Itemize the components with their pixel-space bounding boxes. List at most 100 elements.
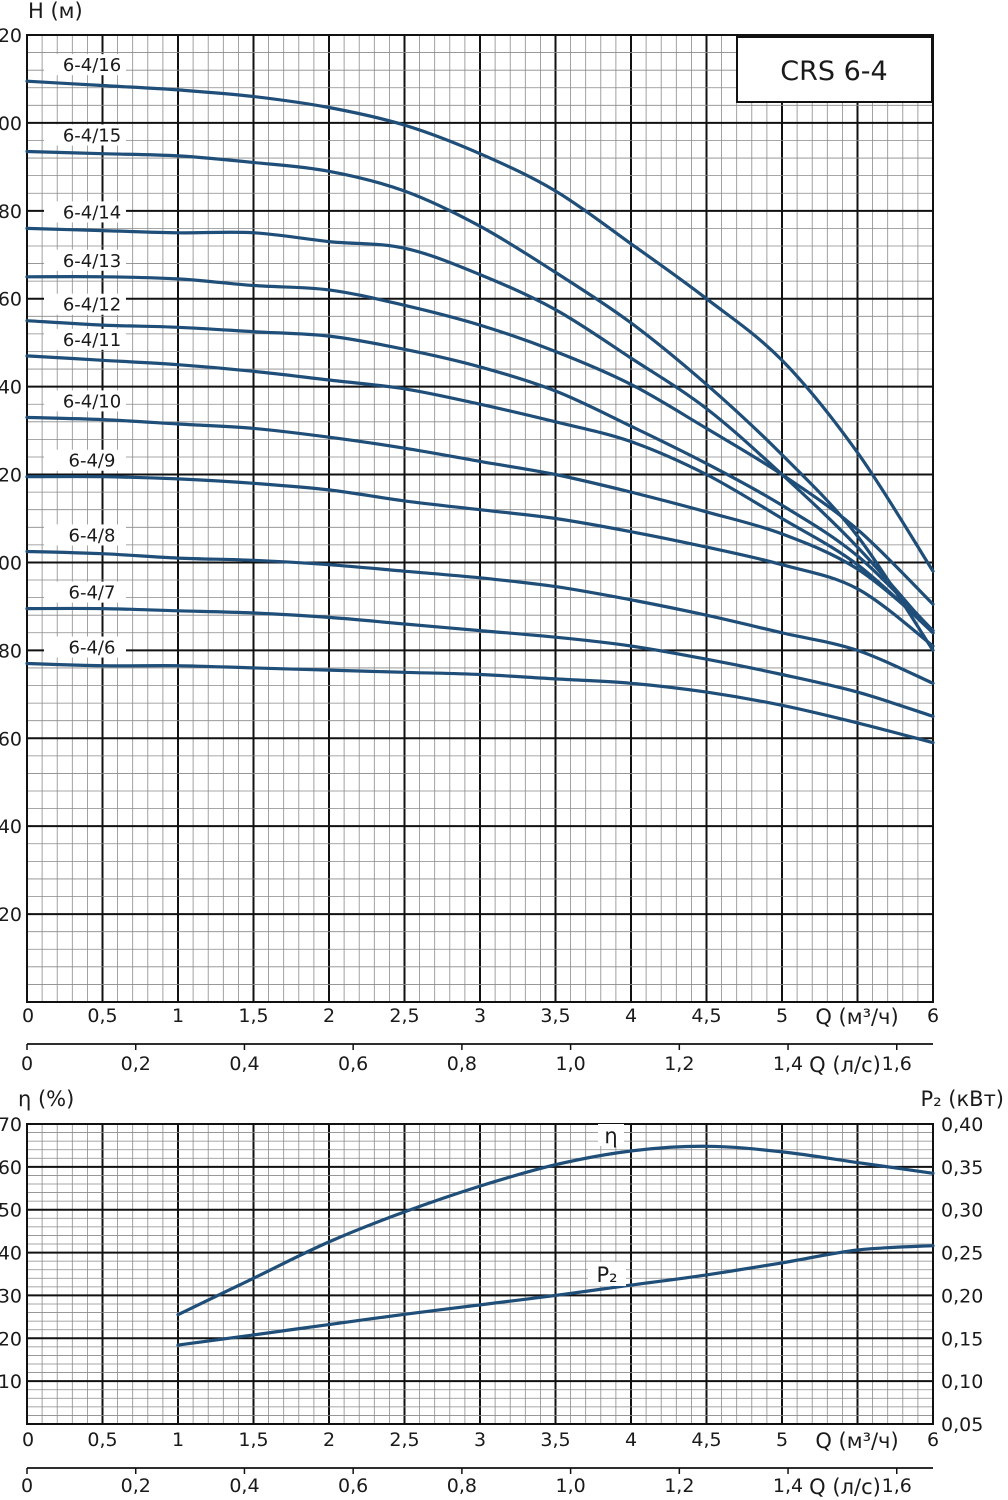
x2-axis-label: Q (л/с) <box>809 1053 881 1077</box>
x-tick-label: 4,5 <box>691 1005 721 1027</box>
x-tick-label: 0 <box>22 1005 34 1027</box>
x-tick-label: 2,5 <box>389 1005 419 1027</box>
x-tick-label: 5 <box>776 1429 788 1451</box>
p2-tick-label: 0,05 <box>941 1414 983 1436</box>
x2-tick-label: 0,2 <box>121 1053 151 1075</box>
x2-tick-label: 1,0 <box>555 1475 585 1497</box>
curve-6-4-14 <box>25 226 935 635</box>
x-tick-label: 2 <box>323 1005 335 1027</box>
curve-power <box>176 1244 935 1347</box>
curve-label-6-4-16: 6-4/16 <box>63 55 121 76</box>
curve-label-bg <box>44 124 126 146</box>
y-tick-label: 200 <box>0 113 22 135</box>
p2-tick-label: 0,35 <box>941 1157 983 1179</box>
x-tick-label: 1,5 <box>238 1005 268 1027</box>
x2-tick-label: 1,2 <box>664 1475 694 1497</box>
y-tick-label: 180 <box>0 201 22 223</box>
curve-label-6-4-6: 6-4/6 <box>69 638 116 659</box>
curve-6-4-7 <box>25 606 935 718</box>
x2-tick-label: 0,4 <box>229 1053 259 1075</box>
x-tick-label: 2,5 <box>389 1429 419 1451</box>
x-tick-label: 4 <box>625 1005 637 1027</box>
x-tick-label: 3 <box>474 1005 486 1027</box>
y-tick-label: 60 <box>0 728 22 750</box>
y-tick-label: 100 <box>0 552 22 574</box>
efficiency-power-chart: η (%) P₂ (кВт)102030405060700,050,100,150… <box>0 1087 1004 1499</box>
curve-label-6-4-14: 6-4/14 <box>63 202 121 223</box>
eta-axis-label: η (%) <box>18 1087 74 1111</box>
curve-label-6-4-13: 6-4/13 <box>63 251 121 272</box>
curve-label-bg <box>44 581 126 603</box>
curve-6-4-10 <box>25 415 935 633</box>
x2-tick-label: 0 <box>21 1475 33 1497</box>
y-tick-label: 140 <box>0 377 22 399</box>
curve-label-bg <box>44 201 126 223</box>
plot-frame <box>26 34 934 1003</box>
y-tick-label: 120 <box>0 465 22 487</box>
curve-6-4-9 <box>25 474 935 648</box>
curve-label-bg <box>44 449 126 471</box>
y-tick-label: 20 <box>0 904 22 926</box>
curve-6-4-11 <box>25 354 935 635</box>
curve-label-6-4-15: 6-4/15 <box>63 125 121 146</box>
y-tick-label: 80 <box>0 640 22 662</box>
eta-tick-label: 30 <box>0 1285 22 1307</box>
curve-6-4-6 <box>25 661 935 745</box>
model-title-box <box>736 36 933 103</box>
p2-axis-label: P₂ (кВт) <box>921 1087 1004 1111</box>
p2-tick-label: 0,25 <box>941 1243 983 1265</box>
x2-tick-label: 1,2 <box>664 1053 694 1075</box>
eta-label-bg <box>598 1124 624 1146</box>
x-axis-label: Q (м³/ч) <box>815 1429 898 1453</box>
y-tick-label: 40 <box>0 816 22 838</box>
p2-tick-label: 0,20 <box>941 1285 983 1307</box>
curve-label-6-4-10: 6-4/10 <box>63 391 121 412</box>
p2-label-bg <box>588 1262 626 1286</box>
y-axis-label: H (м) <box>28 0 83 23</box>
curve-label-bg <box>44 328 126 350</box>
x2-tick-label: 0,4 <box>229 1475 259 1497</box>
x-tick-label: 6 <box>927 1429 939 1451</box>
x-tick-label: 0,5 <box>87 1005 117 1027</box>
curve-label-bg <box>44 390 126 412</box>
curve-label-bg <box>44 636 126 658</box>
model-title: CRS 6-4 <box>780 56 887 87</box>
eta-tick-label: 40 <box>0 1243 22 1265</box>
curve-6-4-13 <box>25 275 935 606</box>
curve-label-bg <box>44 249 126 271</box>
curve-label-6-4-9: 6-4/9 <box>69 451 116 472</box>
plot-frame <box>26 1123 934 1425</box>
x2-tick-label: 0,6 <box>338 1475 368 1497</box>
p2-tick-label: 0,40 <box>941 1114 983 1136</box>
x2-tick-label: 0,8 <box>447 1475 477 1497</box>
curve-efficiency <box>176 1144 935 1317</box>
curve-label-6-4-11: 6-4/11 <box>63 330 121 351</box>
curve-label-6-4-8: 6-4/8 <box>69 525 116 546</box>
x-tick-label: 6 <box>927 1005 939 1027</box>
x2-tick-label: 1,0 <box>555 1053 585 1075</box>
x2-tick-label: 1,6 <box>882 1053 912 1075</box>
x-tick-label: 0,5 <box>87 1429 117 1451</box>
curve-6-4-8 <box>25 549 935 685</box>
eta-tick-label: 50 <box>0 1200 22 1222</box>
x-tick-label: 3,5 <box>540 1429 570 1451</box>
x-tick-label: 3,5 <box>540 1005 570 1027</box>
x2-tick-label: 1,6 <box>882 1475 912 1497</box>
curve-label-bg <box>44 54 126 76</box>
curve-label-bg <box>44 524 126 546</box>
p2-tick-label: 0,15 <box>941 1328 983 1350</box>
x-tick-label: 4,5 <box>691 1429 721 1451</box>
x-tick-label: 4 <box>625 1429 637 1451</box>
head-chart: CRS 6-4H (м)2040608010012014016018020022… <box>0 0 939 1077</box>
curve-6-4-15 <box>25 149 935 652</box>
x-axis-label: Q (м³/ч) <box>815 1005 898 1029</box>
x2-tick-label: 1,4 <box>773 1475 803 1497</box>
curve-label-6-4-12: 6-4/12 <box>63 295 121 316</box>
x-tick-label: 1 <box>172 1429 184 1451</box>
y-tick-label: 160 <box>0 289 22 311</box>
x-tick-label: 5 <box>776 1005 788 1027</box>
x2-tick-label: 0,2 <box>121 1475 151 1497</box>
y-tick-label: 220 <box>0 25 22 47</box>
x-tick-label: 2 <box>323 1429 335 1451</box>
